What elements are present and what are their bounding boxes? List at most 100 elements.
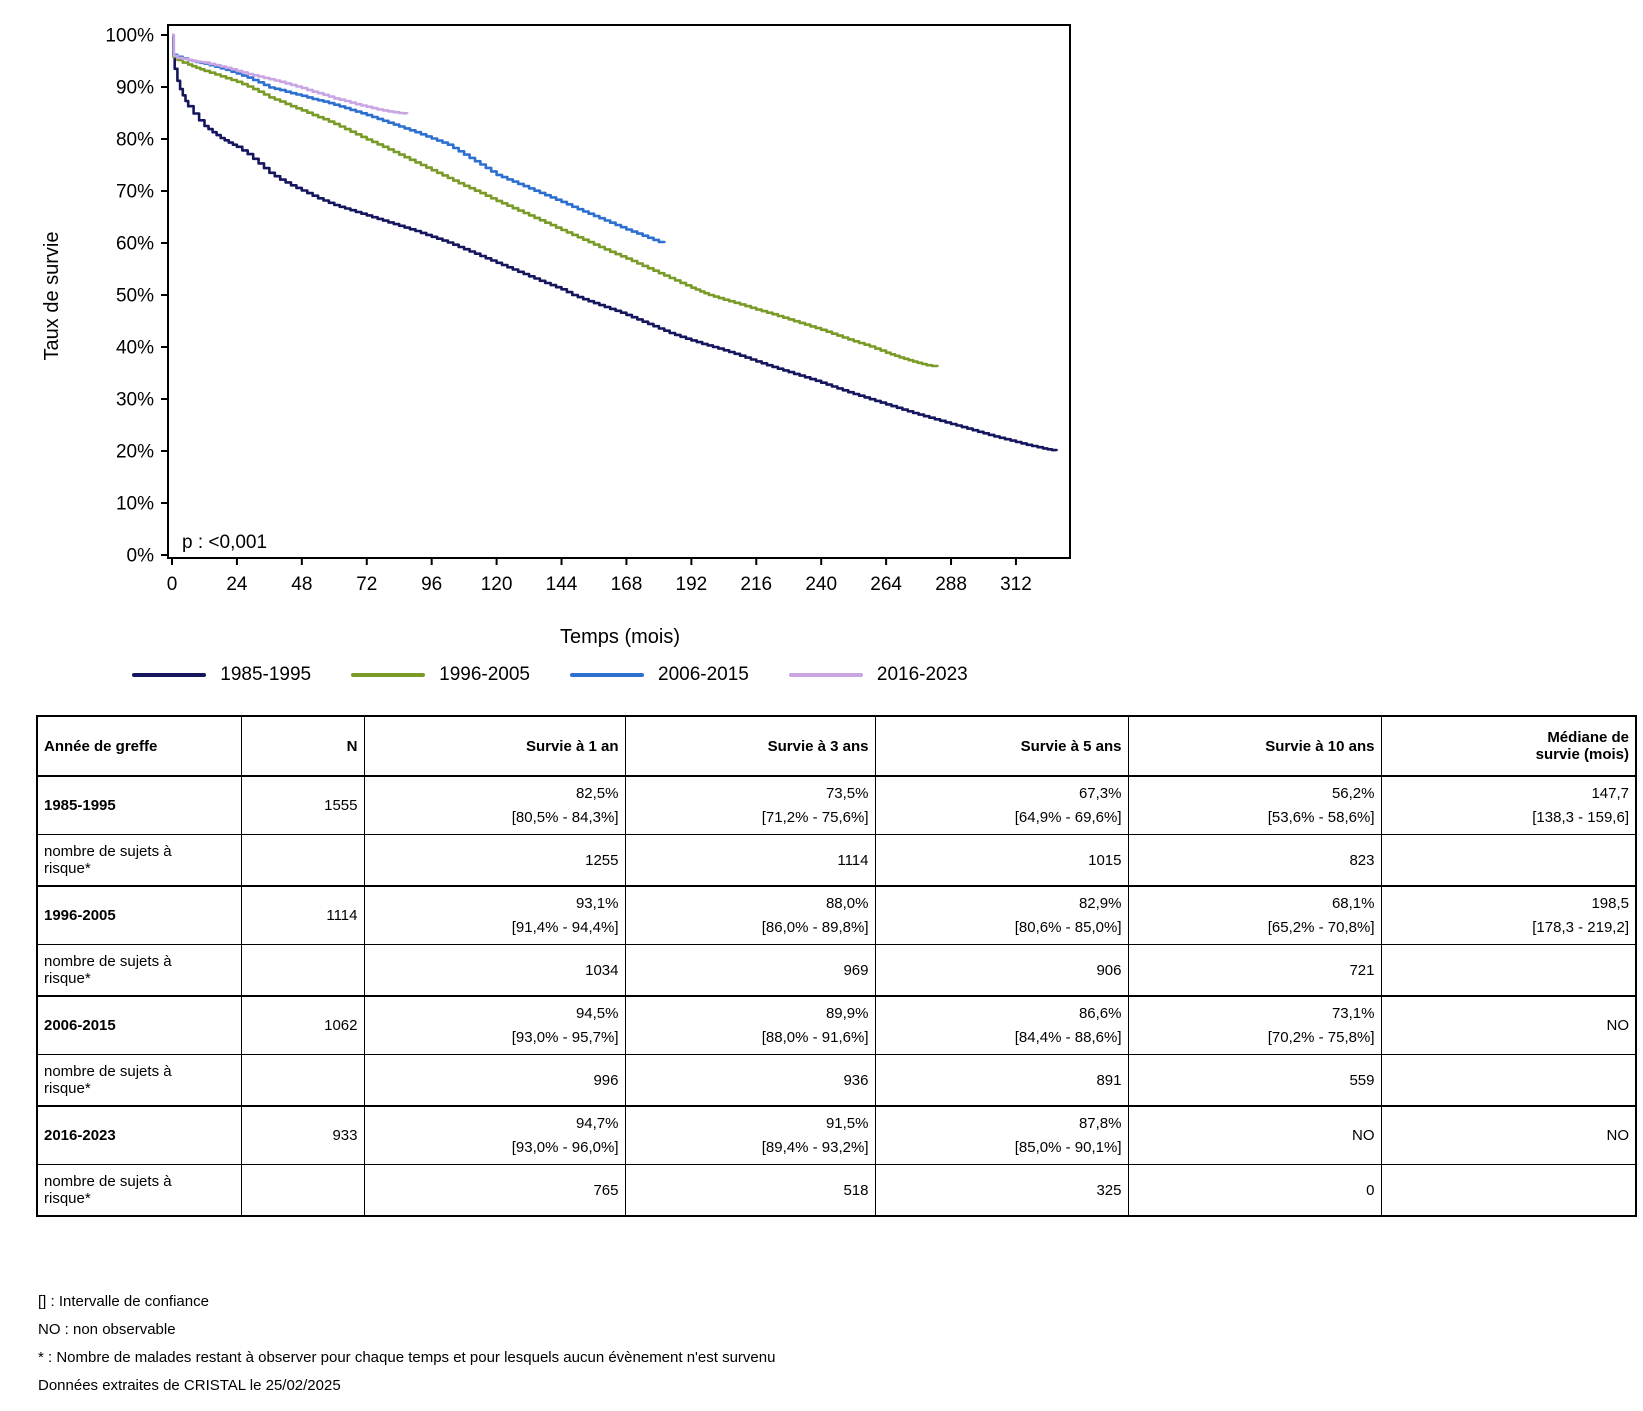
cell-value: 559 [1127, 1054, 1382, 1107]
survival-curve-1996-2005 [172, 33, 939, 368]
footnote-not-observable: NO : non observable [38, 1321, 176, 1338]
cell-n [240, 1054, 365, 1107]
x-tick-label: 240 [805, 574, 837, 595]
column-header: Médiane de survie (mois) [1380, 715, 1637, 777]
survival-table: Année de greffe N Survie à 1 an Survie à 3 … [36, 715, 1637, 1217]
cell-value: 73,1% [70,2% - 75,8%] [1127, 995, 1382, 1055]
cell-n [240, 834, 365, 887]
value: 87,8% [1078, 1114, 1122, 1132]
cell-value: 823 [1127, 834, 1382, 887]
legend-label: 2016-2023 [876, 664, 968, 685]
cell-value: 147,7 [138,3 - 159,6] [1380, 775, 1637, 835]
value: 73,5% [825, 784, 869, 802]
legend-line-icon [570, 673, 644, 677]
row-label: nombre de sujets à risque* [36, 1164, 242, 1217]
confidence-interval: [80,6% - 85,0%] [1014, 918, 1122, 936]
y-tick-label: 0% [127, 546, 155, 567]
cell-n [240, 1164, 365, 1217]
confidence-interval: [93,0% - 95,7%] [511, 1028, 619, 1046]
table-row-cohort: 2006-2015 1062 94,5% [93,0% - 95,7%] 89,9% [8… [36, 995, 1637, 1055]
legend-line-icon [351, 673, 426, 677]
cell-value: 325 [874, 1164, 1129, 1217]
row-label: 1985-1995 [36, 775, 242, 835]
row-label: 2016-2023 [36, 1105, 242, 1165]
legend-label: 2006-2015 [658, 664, 749, 685]
x-tick-label: 216 [740, 574, 772, 595]
cell-value: 73,5% [71,2% - 75,6%] [624, 775, 876, 835]
x-tick-label: 24 [226, 574, 248, 595]
legend-item-1985-1995: 1985-1995 [132, 664, 311, 686]
row-label: nombre de sujets à risque* [36, 1054, 242, 1107]
y-axis-title: Taux de survie [41, 232, 63, 361]
survival-curve-2006-2015 [172, 33, 666, 244]
confidence-interval: [80,5% - 84,3%] [511, 808, 619, 826]
cell-value: 67,3% [64,9% - 69,6%] [874, 775, 1129, 835]
cell-value: 936 [624, 1054, 876, 1107]
cell-value [1380, 834, 1637, 887]
x-tick-label: 72 [356, 574, 377, 595]
cell-value [1380, 944, 1637, 997]
value: 86,6% [1078, 1004, 1122, 1022]
cell-value: 94,7% [93,0% - 96,0%] [363, 1105, 626, 1165]
value: 93,1% [575, 894, 619, 912]
row-label: 2006-2015 [36, 995, 242, 1055]
legend-line-icon [788, 673, 863, 677]
cell-value: 94,5% [93,0% - 95,7%] [363, 995, 626, 1055]
value: 91,5% [825, 1114, 869, 1132]
x-tick-label: 312 [1000, 574, 1032, 595]
x-tick-label: 192 [676, 574, 708, 595]
cell-value: 56,2% [53,6% - 58,6%] [1127, 775, 1382, 835]
footnote-at-risk: * : Nombre de malades restant à observer… [38, 1349, 776, 1366]
cell-value: 969 [624, 944, 876, 997]
confidence-interval: [84,4% - 88,6%] [1014, 1028, 1122, 1046]
value: 94,7% [575, 1114, 619, 1132]
cell-n: 1062 [240, 995, 365, 1055]
footnote-confidence-interval: [] : Intervalle de confiance [38, 1293, 209, 1310]
table-row-cohort: 1985-1995 1555 82,5% [80,5% - 84,3%] 73,5% [7… [36, 775, 1637, 835]
cell-value: 996 [363, 1054, 626, 1107]
table-row-at-risk: nombre de sujets à risque* 996 936 891 559 [36, 1054, 1637, 1107]
confidence-interval: [91,4% - 94,4%] [511, 918, 619, 936]
table-row-cohort: 1996-2005 1114 93,1% [91,4% - 94,4%] 88,0% [8… [36, 885, 1637, 945]
cell-value: 68,1% [65,2% - 70,8%] [1127, 885, 1382, 945]
x-tick-label: 0 [167, 574, 178, 595]
column-header: Survie à 1 an [363, 715, 626, 777]
cell-value: 765 [363, 1164, 626, 1217]
y-tick-label: 40% [116, 338, 154, 359]
footnote-data-source: Données extraites de CRISTAL le 25/02/20… [38, 1377, 341, 1394]
footnotes: [] : Intervalle de confiance NO : non ob… [38, 1294, 775, 1406]
value: 94,5% [575, 1004, 619, 1022]
chart-legend: 1985-1995 1996-2005 2006-2015 2016-2023 [0, 664, 1100, 686]
confidence-interval: [53,6% - 58,6%] [1267, 808, 1375, 826]
value: 198,5 [1591, 894, 1629, 912]
value: 68,1% [1331, 894, 1375, 912]
value: 67,3% [1078, 784, 1122, 802]
confidence-interval: [85,0% - 90,1%] [1014, 1138, 1122, 1156]
cell-value: 82,5% [80,5% - 84,3%] [363, 775, 626, 835]
cell-value [1380, 1164, 1637, 1217]
value: 82,5% [575, 784, 619, 802]
cell-value: 86,6% [84,4% - 88,6%] [874, 995, 1129, 1055]
cell-value: 1255 [363, 834, 626, 887]
value: 147,7 [1591, 784, 1629, 802]
cell-value: 891 [874, 1054, 1129, 1107]
cell-value: 1034 [363, 944, 626, 997]
y-axis-ticks: 0% 10% 20% 30% 40% 50% 60% 70% 80% 90% 100% [105, 26, 168, 567]
legend-item-1996-2005: 1996-2005 [351, 664, 530, 686]
cell-value: NO [1127, 1105, 1382, 1165]
column-header: Survie à 3 ans [624, 715, 876, 777]
cell-value: 518 [624, 1164, 876, 1217]
confidence-interval: [70,2% - 75,8%] [1267, 1028, 1375, 1046]
column-header: Survie à 5 ans [874, 715, 1129, 777]
x-tick-label: 168 [611, 574, 643, 595]
row-label: 1996-2005 [36, 885, 242, 945]
cell-n: 933 [240, 1105, 365, 1165]
value: 82,9% [1078, 894, 1122, 912]
cell-value: 198,5 [178,3 - 219,2] [1380, 885, 1637, 945]
cell-value: NO [1380, 995, 1637, 1055]
survival-curve-2016-2023 [172, 33, 409, 115]
cell-value: 88,0% [86,0% - 89,8%] [624, 885, 876, 945]
y-tick-label: 60% [116, 234, 154, 255]
cell-value: 93,1% [91,4% - 94,4%] [363, 885, 626, 945]
cell-value: 721 [1127, 944, 1382, 997]
